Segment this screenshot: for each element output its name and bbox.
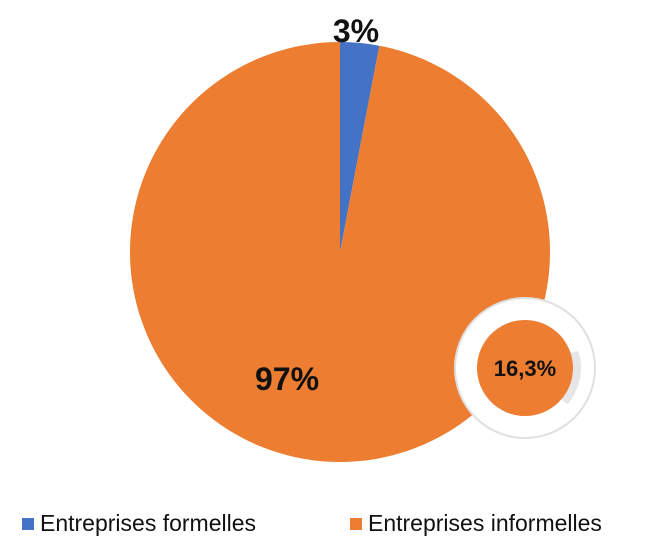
legend-item-informelles: Entreprises informelles [350, 510, 602, 537]
inset-donut: 16,3% [454, 297, 596, 439]
inset-center [477, 320, 573, 416]
legend-label-informelles: Entreprises informelles [368, 510, 602, 536]
legend-swatch-formelles [22, 517, 34, 530]
inset-value-label: 16,3% [494, 356, 556, 381]
legend-item-formelles: Entreprises formelles [22, 510, 256, 537]
legend: Entreprises formelles Entreprises inform… [0, 510, 669, 538]
pie-slice-1 [129, 42, 550, 462]
legend-swatch-informelles [350, 517, 362, 530]
slice-label-1: 97% [255, 361, 319, 397]
pie-slice-0 [340, 42, 380, 252]
pie-slices [129, 42, 550, 462]
pie-labels: 3% 97% [255, 13, 379, 397]
slice-label-0: 3% [333, 13, 379, 49]
legend-label-formelles: Entreprises formelles [40, 510, 257, 536]
